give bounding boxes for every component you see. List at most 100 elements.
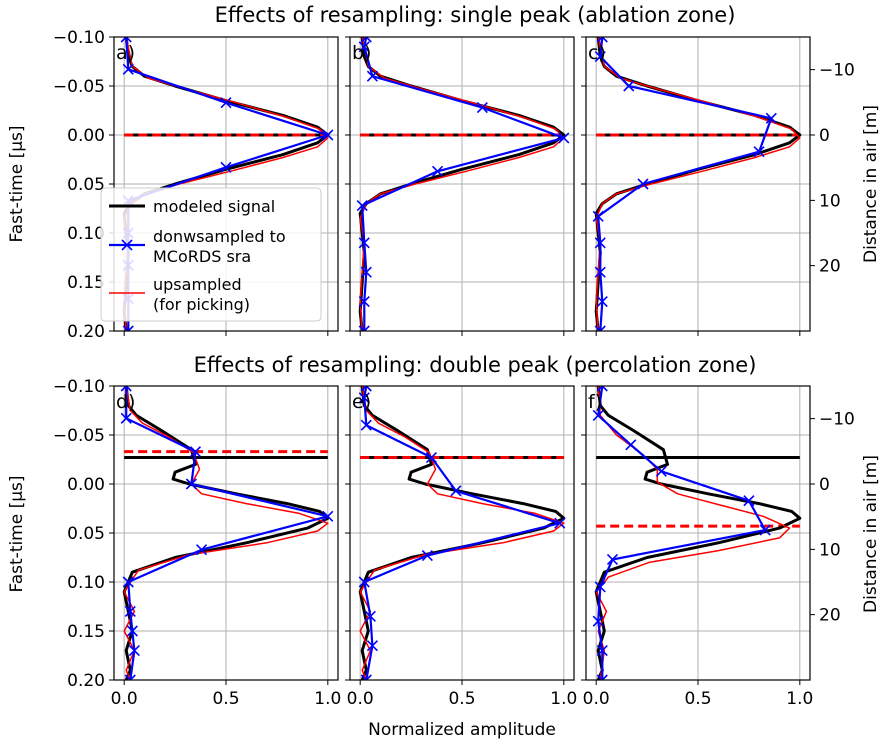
x-tick-label: 0.0 (111, 689, 138, 709)
x-tick-label: 0.5 (448, 689, 475, 709)
downsample-marker (189, 446, 202, 458)
x-tick-label: 0.0 (347, 689, 374, 709)
downsample-marker (558, 132, 570, 144)
plot-area (356, 37, 570, 331)
axes-frame (585, 385, 811, 681)
xlabel: Normalized amplitude (368, 720, 556, 740)
downsample-marker (596, 674, 608, 680)
panel-label: b) (352, 42, 371, 64)
downsample-marker (476, 101, 488, 114)
y-tick-label: −0.10 (53, 28, 105, 48)
axes-frame (349, 36, 575, 332)
panel-e: 0.0 0.5 1.0 e) (345, 385, 577, 709)
x-tick-label: 1.0 (314, 689, 341, 709)
downsample-marker (594, 581, 606, 593)
downsample-marker (596, 386, 608, 392)
series-modeled (358, 386, 566, 680)
downsample-marker (358, 296, 370, 308)
downsample-marker (765, 112, 777, 124)
downsample-marker (356, 199, 368, 212)
downsample-marker (185, 478, 197, 490)
panel-label: e) (352, 391, 371, 413)
downsample-marker (360, 386, 372, 392)
y-tick-label: 0.20 (67, 322, 105, 342)
right-tick-label: −10 (819, 61, 855, 81)
downsample-marker (431, 165, 444, 177)
y-tick-label: 0.20 (67, 671, 105, 691)
panel-label: c) (588, 42, 606, 64)
y-tick-label: 0.15 (67, 273, 105, 293)
downsample-marker (360, 419, 372, 431)
axes-frame (349, 385, 575, 681)
panel-label: a) (116, 42, 135, 64)
legend-item: upsampled(for picking) (109, 275, 250, 314)
downsample-marker (360, 266, 372, 278)
downsample-marker (322, 129, 334, 141)
legend-label: modeled signal (153, 197, 275, 216)
plot-area (592, 37, 802, 331)
downsample-marker (743, 495, 755, 507)
x-tick-label: 0.0 (583, 689, 610, 709)
downsample-marker (594, 325, 606, 331)
downsample-marker (195, 544, 208, 556)
downsample-marker (122, 576, 134, 588)
downsample-marker (358, 41, 370, 53)
plot-area (592, 386, 802, 680)
legend-label: (for picking) (153, 295, 250, 314)
y-tick-label: 0.10 (67, 573, 105, 593)
downsample-marker (366, 640, 378, 652)
legend-label: MCoRDS sra (153, 247, 251, 266)
plot-area (358, 386, 566, 680)
downsample-marker (122, 325, 134, 331)
downsample-marker (594, 237, 606, 249)
panel-c: −10 0 10 20 c) (581, 36, 855, 336)
downsample-marker (364, 610, 376, 622)
panel-b: b) (345, 36, 575, 336)
downsample-marker (596, 37, 608, 43)
downsample-marker (606, 553, 619, 566)
downsample-marker (220, 161, 232, 173)
downsample-marker (124, 674, 136, 680)
series-upsampled (359, 386, 565, 680)
downsample-marker (554, 517, 566, 529)
y-tick-label: 0.05 (67, 524, 105, 544)
downsample-marker (220, 97, 232, 109)
downsample-marker (124, 605, 136, 617)
x-tick-label: 0.5 (212, 689, 239, 709)
legend-label: donwsampled to (153, 227, 286, 246)
ylabel-right-bottom: Distance in air [m] (861, 455, 881, 613)
title-bottom: Effects of resampling: double peak (perc… (194, 353, 757, 377)
downsample-marker (625, 439, 637, 451)
right-tick-label: 20 (819, 606, 841, 626)
axes-frame (113, 36, 339, 332)
downsample-marker (753, 146, 765, 158)
downsample-marker (120, 412, 132, 424)
x-tick-label: 0.5 (684, 689, 711, 709)
downsample-marker (360, 37, 372, 43)
y-tick-label: 0.00 (67, 475, 105, 495)
plot-area (120, 386, 334, 680)
downsample-marker (637, 178, 649, 190)
downsample-marker (128, 645, 140, 657)
downsample-marker (122, 63, 134, 75)
y-tick-label: 0.00 (67, 126, 105, 146)
y-tick-label: 0.10 (67, 224, 105, 244)
downsample-marker (126, 625, 138, 637)
axes-frame (113, 385, 339, 681)
downsample-marker (366, 70, 378, 82)
right-tick-label: 0 (819, 126, 830, 146)
downsample-marker (592, 615, 604, 627)
downsample-marker (592, 409, 604, 421)
y-tick-label: −0.05 (53, 77, 105, 97)
legend-box (100, 187, 322, 322)
downsample-marker (623, 80, 635, 92)
downsample-marker (425, 451, 438, 464)
panel-f: 0.0 0.5 1.0 −10 0 10 20 f) (581, 385, 855, 709)
downsample-marker (759, 524, 771, 536)
legend-item: modeled signal (109, 197, 275, 216)
downsample-marker (358, 237, 370, 249)
y-tick-label: 0.15 (67, 622, 105, 642)
y-tick-label: 0.05 (67, 175, 105, 195)
axes-frame (585, 36, 811, 332)
